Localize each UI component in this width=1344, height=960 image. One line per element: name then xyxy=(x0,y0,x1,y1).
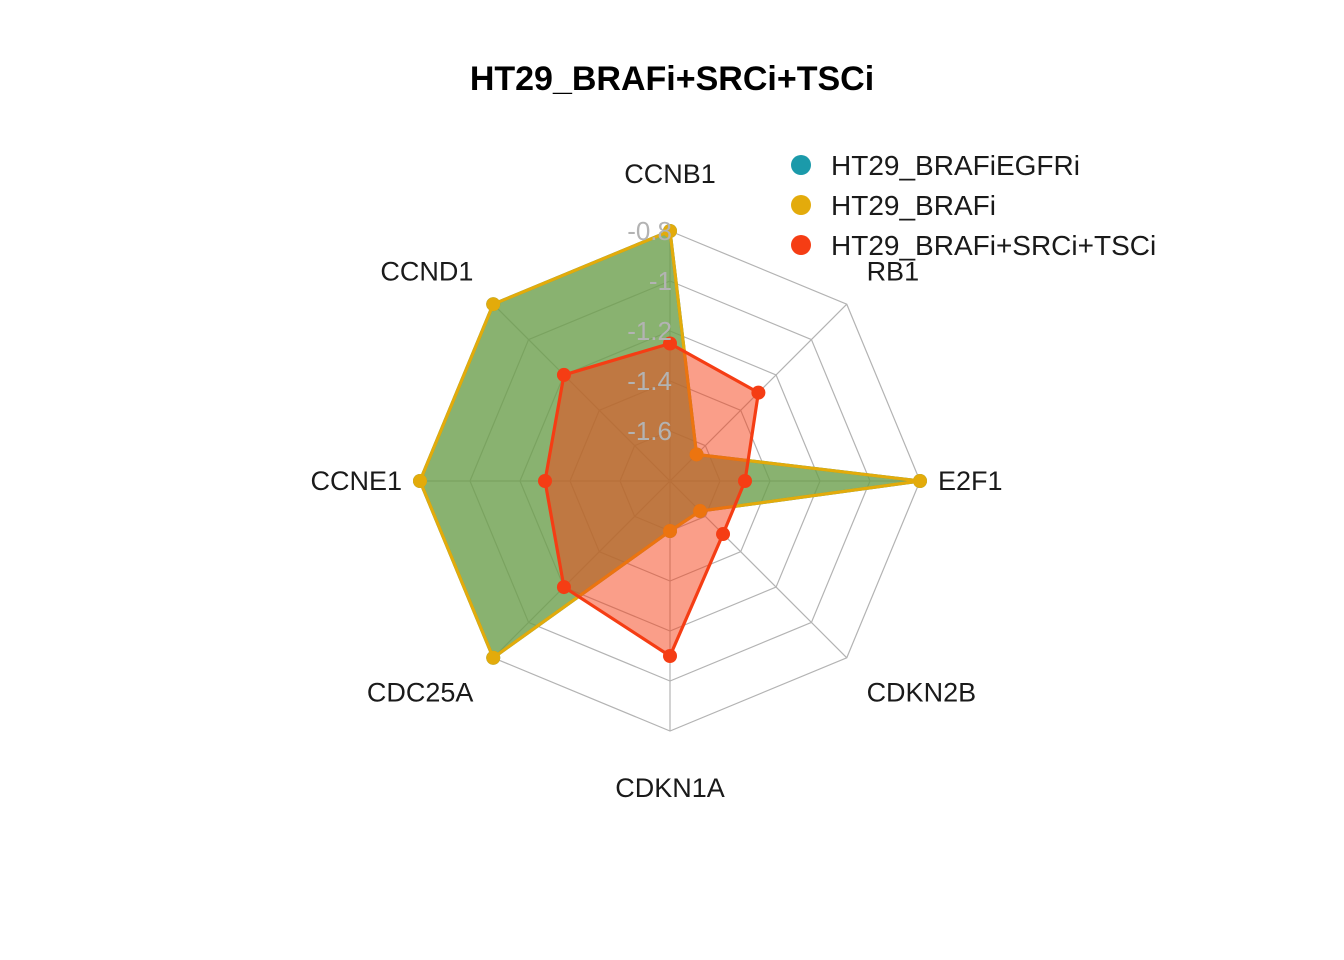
tick-labels: -0.8 -1 -1.2 -1.4 -1.6 xyxy=(627,216,672,446)
axis-label: E2F1 xyxy=(938,466,1003,496)
axis-label: CCND1 xyxy=(380,256,473,286)
data-point xyxy=(663,649,677,663)
data-point xyxy=(751,385,766,400)
legend: HT29_BRAFiEGFRi HT29_BRAFi HT29_BRAFi+SRCi… xyxy=(791,150,1156,261)
data-point xyxy=(486,650,501,665)
data-point xyxy=(738,474,752,488)
data-point xyxy=(716,527,731,542)
data-point xyxy=(663,336,677,351)
series-layer xyxy=(413,224,927,665)
legend-swatch xyxy=(791,195,811,215)
tick-label: -1 xyxy=(649,266,672,296)
axis-labels: CCNB1 RB1 E2F1 CDKN2B CDKN1A CDC25A CCNE1 CCND1 xyxy=(310,159,1002,803)
tick-label: -1.6 xyxy=(627,416,672,446)
axis-label: RB1 xyxy=(867,256,920,286)
axis-label: CCNE1 xyxy=(310,466,402,496)
axis-label: CDKN2B xyxy=(867,678,977,708)
tick-label: -1.4 xyxy=(627,366,672,396)
chart-title: HT29_BRAFi+SRCi+TSCi xyxy=(470,60,874,98)
data-point xyxy=(913,474,927,488)
axis-label: CDKN1A xyxy=(615,773,725,803)
legend-label: HT29_BRAFi+SRCi+TSCi xyxy=(831,230,1156,261)
axis-label: CCNB1 xyxy=(624,159,716,189)
data-point xyxy=(663,224,677,238)
legend-label: HT29_BRAFi xyxy=(831,190,996,221)
legend-swatch xyxy=(791,235,811,255)
tick-label: -0.8 xyxy=(627,216,672,246)
tick-label: -1.2 xyxy=(627,316,672,346)
data-point xyxy=(556,367,571,382)
data-point xyxy=(556,580,571,595)
legend-swatch xyxy=(791,155,811,175)
data-point xyxy=(486,297,501,312)
axis-label: CDC25A xyxy=(367,678,474,708)
data-point xyxy=(538,474,552,488)
data-point xyxy=(413,474,427,488)
legend-label: HT29_BRAFiEGFRi xyxy=(831,150,1080,181)
